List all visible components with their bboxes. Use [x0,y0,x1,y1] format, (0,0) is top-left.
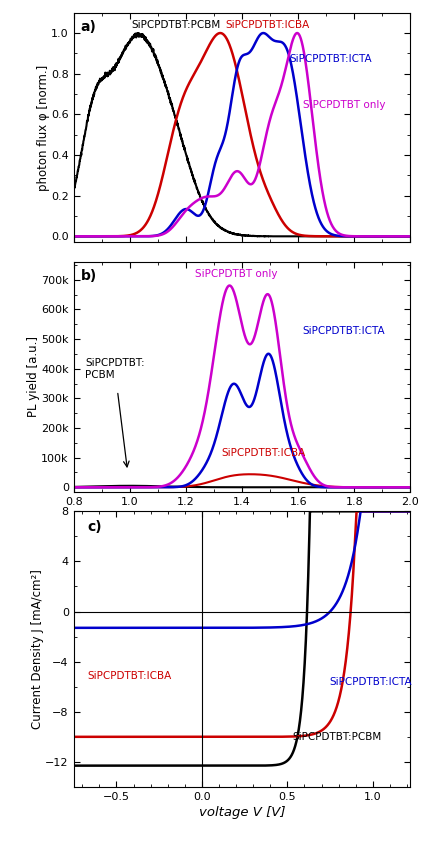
Text: a): a) [80,20,96,34]
Text: SiPCPDTBT:ICBA: SiPCPDTBT:ICBA [225,20,309,30]
Text: SiPCPDTBT:ICBA: SiPCPDTBT:ICBA [87,671,171,681]
Y-axis label: photon flux φ [norm.]: photon flux φ [norm.] [37,64,50,191]
Text: SiPCPDTBT:ICTA: SiPCPDTBT:ICTA [303,326,385,337]
Text: SiPCPDTBT:PCBM: SiPCPDTBT:PCBM [131,20,220,30]
Y-axis label: PL yield [a.u.]: PL yield [a.u.] [27,337,40,417]
Text: c): c) [87,520,102,533]
Text: SiPCPDTBT only: SiPCPDTBT only [303,100,385,110]
Text: b): b) [80,269,97,283]
Text: SiPCPDTBT:ICTA: SiPCPDTBT:ICTA [330,677,412,687]
Text: SiPCPDTBT:ICBA: SiPCPDTBT:ICBA [222,448,306,458]
X-axis label: voltage V [V]: voltage V [V] [199,806,285,819]
Text: SiPCPDTBT:PCBM: SiPCPDTBT:PCBM [293,732,382,742]
Text: SiPCPDTBT:
PCBM: SiPCPDTBT: PCBM [85,359,145,380]
X-axis label: energy E [eV]: energy E [eV] [197,510,288,524]
Text: SiPCPDTBT:ICTA: SiPCPDTBT:ICTA [289,54,372,64]
Y-axis label: Current Density J [mA/cm²]: Current Density J [mA/cm²] [31,569,44,729]
Text: SiPCPDTBT only: SiPCPDTBT only [195,269,277,279]
